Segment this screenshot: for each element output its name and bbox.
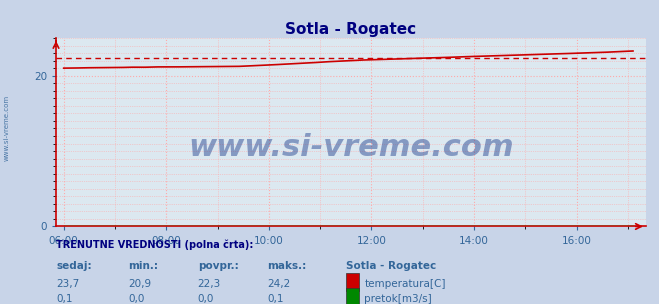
Text: 0,0: 0,0 — [198, 295, 214, 304]
Text: www.si-vreme.com: www.si-vreme.com — [188, 133, 514, 162]
Text: Sotla - Rogatec: Sotla - Rogatec — [346, 261, 436, 271]
Text: 0,1: 0,1 — [267, 295, 283, 304]
Text: TRENUTNE VREDNOSTI (polna črta):: TRENUTNE VREDNOSTI (polna črta): — [56, 239, 254, 250]
Text: maks.:: maks.: — [267, 261, 306, 271]
Text: 23,7: 23,7 — [56, 279, 79, 289]
Text: 20,9: 20,9 — [129, 279, 152, 289]
Text: 24,2: 24,2 — [267, 279, 290, 289]
Text: min.:: min.: — [129, 261, 159, 271]
Title: Sotla - Rogatec: Sotla - Rogatec — [285, 22, 416, 37]
Text: pretok[m3/s]: pretok[m3/s] — [364, 295, 432, 304]
Text: povpr.:: povpr.: — [198, 261, 239, 271]
Text: www.si-vreme.com: www.si-vreme.com — [3, 95, 10, 161]
Text: 22,3: 22,3 — [198, 279, 221, 289]
Text: temperatura[C]: temperatura[C] — [364, 279, 446, 289]
Text: 0,0: 0,0 — [129, 295, 145, 304]
Text: 0,1: 0,1 — [56, 295, 72, 304]
Text: sedaj:: sedaj: — [56, 261, 92, 271]
